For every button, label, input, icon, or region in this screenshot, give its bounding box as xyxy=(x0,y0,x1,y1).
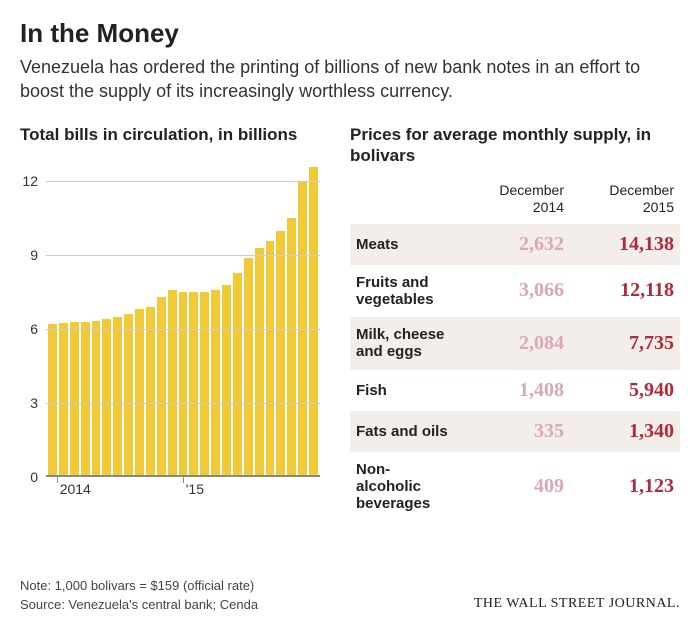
value-2014: 409 xyxy=(460,452,570,522)
bar xyxy=(92,321,101,477)
bar xyxy=(113,317,122,477)
col-header-2015: December2015 xyxy=(570,178,680,224)
bar xyxy=(81,322,90,477)
value-2014: 3,066 xyxy=(460,265,570,318)
gridline xyxy=(46,181,320,182)
bar xyxy=(266,241,275,477)
bar xyxy=(309,167,318,477)
value-2015: 5,940 xyxy=(570,370,680,411)
bar xyxy=(168,290,177,477)
table-row: Meats2,63214,138 xyxy=(350,224,680,265)
bar xyxy=(146,307,155,477)
value-2014: 2,084 xyxy=(460,317,570,370)
y-tick-label: 0 xyxy=(30,469,38,485)
chart-title: Total bills in circulation, in billions xyxy=(20,124,320,145)
value-2014: 2,632 xyxy=(460,224,570,265)
y-tick-label: 3 xyxy=(30,395,38,411)
category-cell: Meats xyxy=(350,224,460,265)
value-2014: 1,408 xyxy=(460,370,570,411)
gridline xyxy=(46,329,320,330)
table-row: Milk, cheese and eggs2,0847,735 xyxy=(350,317,680,370)
bar xyxy=(189,292,198,477)
bar xyxy=(233,273,242,477)
bar xyxy=(200,292,209,477)
bar xyxy=(222,285,231,477)
table-row: Fats and oils3351,340 xyxy=(350,411,680,452)
gridline xyxy=(46,403,320,404)
bar xyxy=(244,258,253,477)
bar xyxy=(287,218,296,476)
publisher-brand: THE WALL STREET JOURNAL. xyxy=(474,596,680,612)
bar xyxy=(48,324,57,477)
value-2015: 14,138 xyxy=(570,224,680,265)
x-axis-label: 2014 xyxy=(60,481,91,497)
value-2015: 7,735 xyxy=(570,317,680,370)
col-header-blank xyxy=(350,178,460,224)
page-title: In the Money xyxy=(20,18,680,49)
bar xyxy=(59,323,68,477)
bar-chart: 0 3 6 9 12 2014 '15 xyxy=(20,157,320,497)
price-table: December2014 December2015 Meats2,63214,1… xyxy=(350,178,680,521)
value-2015: 1,123 xyxy=(570,452,680,522)
bar xyxy=(276,231,285,477)
chart-column: Total bills in circulation, in billions … xyxy=(20,124,320,522)
category-cell: Fruits and vegetables xyxy=(350,265,460,318)
value-2015: 12,118 xyxy=(570,265,680,318)
bar xyxy=(124,314,133,476)
category-cell: Non-alcoholic beverages xyxy=(350,452,460,522)
table-title: Prices for average monthly supply, in bo… xyxy=(350,124,680,167)
category-cell: Fats and oils xyxy=(350,411,460,452)
col-header-2014: December2014 xyxy=(460,178,570,224)
x-axis-label: '15 xyxy=(186,481,204,497)
gridline xyxy=(46,255,320,256)
y-tick-label: 9 xyxy=(30,247,38,263)
bar xyxy=(102,319,111,477)
y-tick-label: 12 xyxy=(22,173,38,189)
value-2014: 335 xyxy=(460,411,570,452)
bar xyxy=(255,248,264,477)
value-2015: 1,340 xyxy=(570,411,680,452)
table-row: Non-alcoholic beverages4091,123 xyxy=(350,452,680,522)
table-column: Prices for average monthly supply, in bo… xyxy=(350,124,680,522)
bar xyxy=(211,290,220,477)
table-row: Fish1,4085,940 xyxy=(350,370,680,411)
bar xyxy=(157,297,166,477)
category-cell: Fish xyxy=(350,370,460,411)
bar xyxy=(135,309,144,476)
y-tick-label: 6 xyxy=(30,321,38,337)
table-row: Fruits and vegetables3,06612,118 xyxy=(350,265,680,318)
bar xyxy=(179,292,188,477)
category-cell: Milk, cheese and eggs xyxy=(350,317,460,370)
footnote: Note: 1,000 bolivars = $159 (official ra… xyxy=(20,578,680,593)
bar xyxy=(70,322,79,477)
page-subtitle: Venezuela has ordered the printing of bi… xyxy=(20,55,680,104)
